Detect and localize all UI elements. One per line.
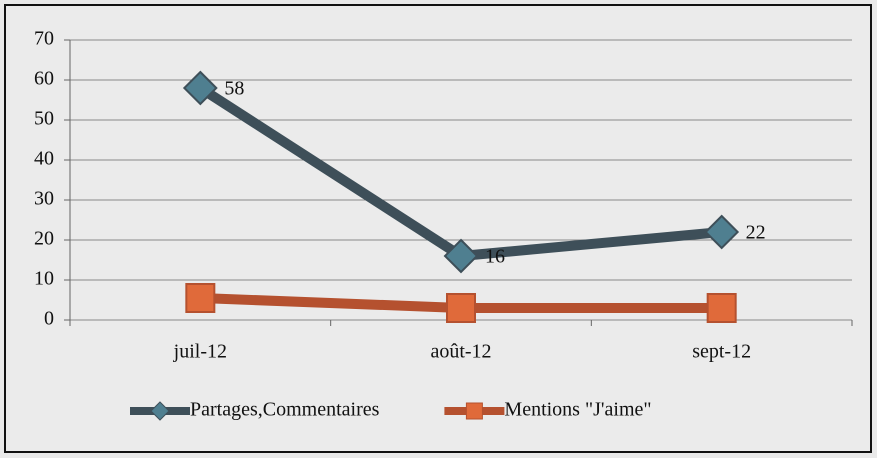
y-tick-label: 40 <box>34 148 54 170</box>
legend-marker <box>465 402 483 420</box>
y-tick-label: 10 <box>34 268 54 290</box>
x-tick-label: août-12 <box>430 341 491 363</box>
marker <box>704 214 740 250</box>
marker <box>446 293 476 323</box>
y-tick-label: 30 <box>34 188 54 210</box>
legend-marker <box>150 401 170 421</box>
legend-label: Partages,Commentaires <box>190 399 380 421</box>
chart-frame <box>4 4 872 453</box>
x-tick-label: sept-12 <box>692 341 751 363</box>
legend-label: Mentions "J'aime" <box>504 399 651 421</box>
y-tick-label: 20 <box>34 228 54 250</box>
marker <box>185 283 216 313</box>
y-tick-label: 70 <box>34 28 54 50</box>
y-tick-label: 0 <box>44 308 54 330</box>
data-label: 16 <box>485 246 505 268</box>
data-label: 58 <box>224 78 244 100</box>
data-label: 22 <box>746 222 766 244</box>
marker <box>706 293 737 323</box>
y-tick-label: 50 <box>34 108 54 130</box>
y-tick-label: 60 <box>34 68 54 90</box>
marker <box>182 70 218 106</box>
marker <box>443 238 479 274</box>
x-tick-label: juil-12 <box>173 341 227 363</box>
